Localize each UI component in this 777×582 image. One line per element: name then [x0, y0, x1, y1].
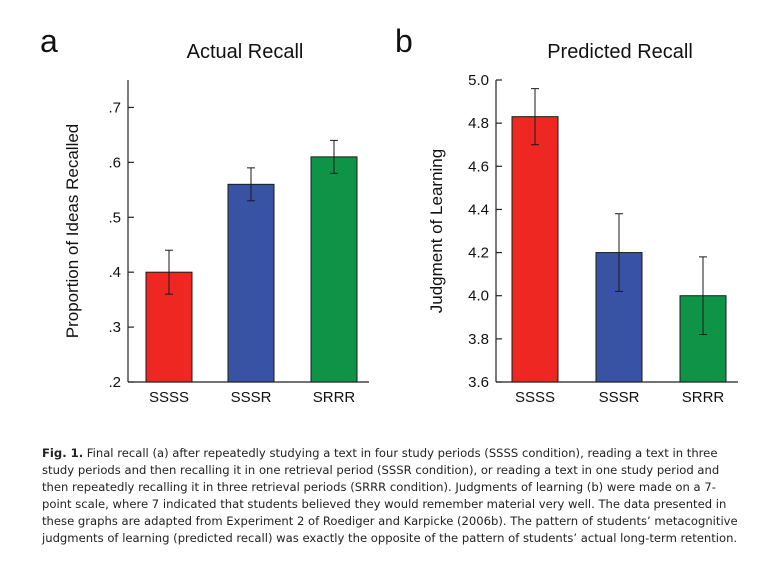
- y-tick-label: 4.8: [468, 115, 489, 132]
- figure-charts: a Actual Recall Proportion of Ideas Recall…: [40, 23, 738, 406]
- y-tick-label: .4: [108, 264, 121, 281]
- y-tick-label: .5: [108, 209, 121, 226]
- y-tick-label: 3.6: [468, 374, 489, 391]
- y-tick-label: 5.0: [468, 72, 489, 89]
- y-tick-label: 4.6: [468, 158, 489, 175]
- y-axis-label: Proportion of Ideas Recalled: [63, 124, 82, 339]
- y-tick-label: 3.8: [468, 331, 489, 348]
- x-tick-label: SSSR: [599, 389, 640, 406]
- y-axis-label: Judgment of Learning: [427, 149, 446, 313]
- chart-panel-b: b Predicted Recall Judgment of Learning 3.6…: [395, 23, 738, 406]
- y-tick-label: .6: [108, 154, 121, 171]
- bar-srrr: [310, 156, 358, 383]
- caption-label: Fig. 1.: [42, 446, 84, 460]
- bar-sssr: [227, 183, 275, 383]
- y-tick-label: .3: [108, 319, 121, 336]
- x-tick-label: SRRR: [682, 389, 725, 406]
- caption-text: Final recall (a) after repeatedly studyi…: [42, 446, 738, 545]
- y-tick-label: 4.4: [468, 201, 489, 218]
- bar-ssss: [511, 116, 559, 383]
- chart-title: Predicted Recall: [547, 41, 693, 63]
- x-tick-label: SRRR: [313, 389, 356, 406]
- x-tick-label: SSSS: [515, 389, 555, 406]
- y-tick-label: 4.2: [468, 245, 489, 262]
- chart-title: Actual Recall: [187, 41, 304, 63]
- y-tick-label: 4.0: [468, 288, 489, 305]
- figure-caption: Fig. 1. Final recall (a) after repeatedl…: [42, 445, 742, 547]
- y-tick-label: .7: [108, 99, 121, 116]
- y-tick-label: .2: [108, 374, 121, 391]
- panel-letter: b: [395, 23, 413, 59]
- x-tick-label: SSSR: [231, 389, 272, 406]
- x-tick-label: SSSS: [149, 389, 189, 406]
- panel-letter: a: [40, 23, 58, 59]
- chart-panel-a: a Actual Recall Proportion of Ideas Recall…: [40, 23, 369, 406]
